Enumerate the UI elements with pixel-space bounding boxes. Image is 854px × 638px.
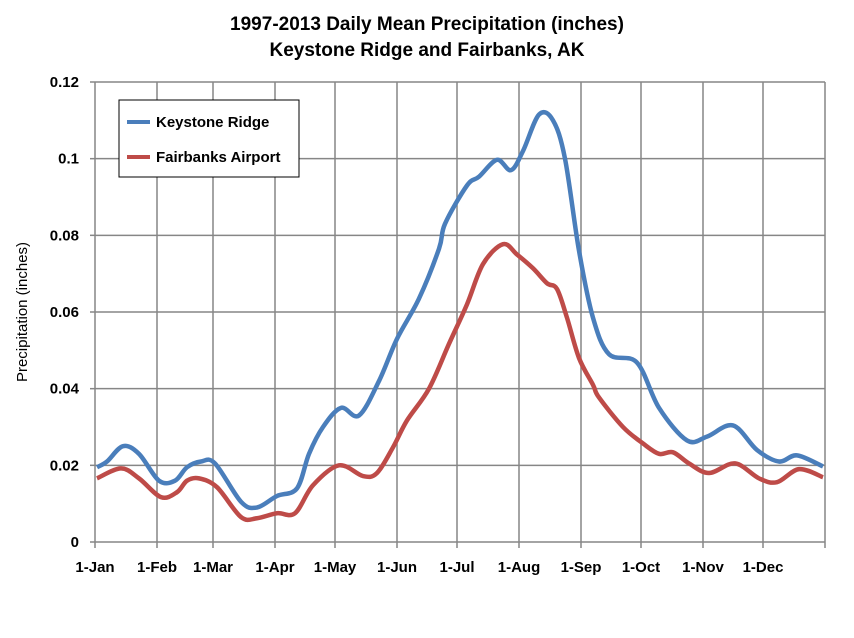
- x-tick-label: 1-Dec: [743, 559, 784, 576]
- y-tick-label: 0.08: [50, 227, 79, 244]
- legend-box: [118, 99, 300, 178]
- x-tick-label: 1-Oct: [622, 559, 660, 576]
- legend-label-keystone-ridge: Keystone Ridge: [156, 114, 269, 131]
- y-tick-label: 0: [71, 534, 79, 551]
- series-lines: [95, 109, 824, 523]
- x-tick-label: 1-May: [314, 559, 357, 576]
- x-tick-label: 1-Jan: [75, 559, 114, 576]
- legend: Keystone Ridge Fairbanks Airport: [118, 99, 300, 178]
- chart-title-line-1: 1997-2013 Daily Mean Precipitation (inch…: [230, 14, 624, 35]
- series-line-fairbanks-airport: [96, 241, 824, 523]
- y-tick-label: 0.06: [50, 304, 79, 321]
- y-axis-label: Precipitation (inches): [14, 242, 31, 382]
- x-tick-label: 1-Aug: [498, 559, 541, 576]
- series-line-keystone-ridge: [95, 109, 824, 511]
- x-tick-label: 1-Sep: [561, 559, 602, 576]
- chart-title-line-2: Keystone Ridge and Fairbanks, AK: [270, 40, 585, 61]
- legend-label-fairbanks-airport: Fairbanks Airport: [156, 149, 280, 166]
- x-tick-labels: 1-Jan 1-Feb 1-Mar 1-Apr 1-May 1-Jun 1-Jul 1-Aug…: [75, 559, 783, 576]
- x-tick-label: 1-Jun: [377, 559, 417, 576]
- y-tick-label: 0.04: [50, 381, 80, 398]
- y-tick-label: 0.02: [50, 457, 79, 474]
- y-tick-label: 0.1: [58, 151, 79, 168]
- x-tick-label: 1-Apr: [255, 559, 294, 576]
- x-tick-label: 1-Feb: [137, 559, 177, 576]
- y-tick-label: 0.12: [50, 74, 79, 91]
- x-tick-label: 1-Mar: [193, 559, 233, 576]
- x-tick-label: 1-Jul: [439, 559, 474, 576]
- y-tick-labels: 0 0.02 0.04 0.06 0.08 0.1 0.12: [50, 74, 80, 551]
- x-tick-label: 1-Nov: [682, 559, 724, 576]
